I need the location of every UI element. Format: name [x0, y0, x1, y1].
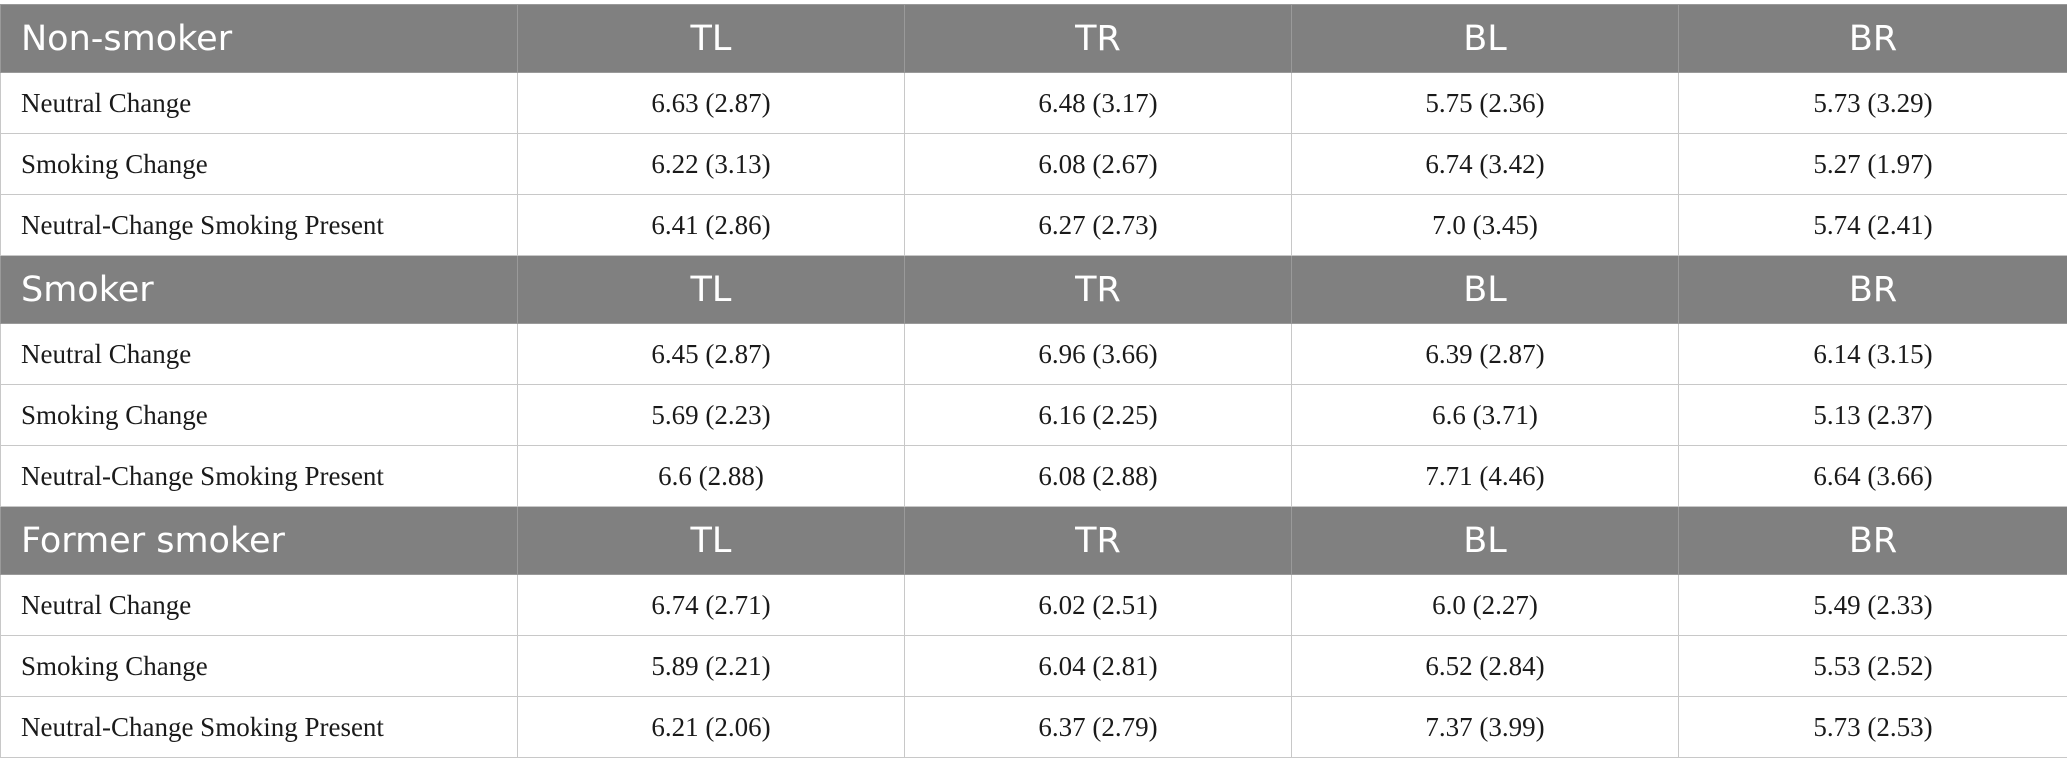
- cell-br: 5.74 (2.41): [1678, 194, 2067, 256]
- row-label: Neutral Change: [0, 574, 518, 636]
- row-label: Neutral-Change Smoking Present: [0, 696, 518, 758]
- column-header-br: BR: [1678, 255, 2067, 324]
- cell-bl: 6.6 (3.71): [1291, 384, 1679, 446]
- column-header-tl: TL: [517, 506, 905, 575]
- cell-tr: 6.16 (2.25): [904, 384, 1292, 446]
- cell-bl: 6.39 (2.87): [1291, 323, 1679, 385]
- cell-tl: 5.89 (2.21): [517, 635, 905, 697]
- row-label: Neutral-Change Smoking Present: [0, 194, 518, 256]
- column-header-bl: BL: [1291, 4, 1679, 73]
- cell-bl: 7.71 (4.46): [1291, 445, 1679, 507]
- row-label: Neutral Change: [0, 72, 518, 134]
- cell-tl: 6.63 (2.87): [517, 72, 905, 134]
- cell-tl: 6.22 (3.13): [517, 133, 905, 195]
- cell-tr: 6.27 (2.73): [904, 194, 1292, 256]
- cell-tr: 6.37 (2.79): [904, 696, 1292, 758]
- cell-tr: 6.04 (2.81): [904, 635, 1292, 697]
- cell-br: 5.27 (1.97): [1678, 133, 2067, 195]
- cell-bl: 6.52 (2.84): [1291, 635, 1679, 697]
- cell-bl: 7.0 (3.45): [1291, 194, 1679, 256]
- cell-br: 6.64 (3.66): [1678, 445, 2067, 507]
- row-label: Neutral-Change Smoking Present: [0, 445, 518, 507]
- table-row: Neutral Change 6.45 (2.87) 6.96 (3.66) 6…: [0, 323, 2067, 385]
- column-header-tl: TL: [517, 4, 905, 73]
- group-title: Smoker: [0, 255, 518, 324]
- table-row: Neutral-Change Smoking Present 6.6 (2.88…: [0, 445, 2067, 507]
- cell-tl: 6.6 (2.88): [517, 445, 905, 507]
- column-header-br: BR: [1678, 506, 2067, 575]
- cell-bl: 6.74 (3.42): [1291, 133, 1679, 195]
- cell-br: 5.49 (2.33): [1678, 574, 2067, 636]
- results-table-container: Non-smoker TL TR BL BR Neutral Change 6.…: [0, 4, 2067, 758]
- column-header-tr: TR: [904, 4, 1292, 73]
- table-row: Neutral Change 6.74 (2.71) 6.02 (2.51) 6…: [0, 574, 2067, 636]
- row-label: Neutral Change: [0, 323, 518, 385]
- cell-tr: 6.96 (3.66): [904, 323, 1292, 385]
- table-row: Smoking Change 5.89 (2.21) 6.04 (2.81) 6…: [0, 635, 2067, 697]
- table-row: Neutral-Change Smoking Present 6.21 (2.0…: [0, 696, 2067, 758]
- column-header-tr: TR: [904, 506, 1292, 575]
- section-header-former-smoker: Former smoker TL TR BL BR: [0, 506, 2067, 575]
- cell-tl: 6.45 (2.87): [517, 323, 905, 385]
- table-row: Neutral Change 6.63 (2.87) 6.48 (3.17) 5…: [0, 72, 2067, 134]
- cell-tl: 6.74 (2.71): [517, 574, 905, 636]
- row-label: Smoking Change: [0, 384, 518, 446]
- cell-br: 5.73 (3.29): [1678, 72, 2067, 134]
- cell-tr: 6.08 (2.67): [904, 133, 1292, 195]
- cell-br: 5.13 (2.37): [1678, 384, 2067, 446]
- cell-tl: 5.69 (2.23): [517, 384, 905, 446]
- cell-tl: 6.21 (2.06): [517, 696, 905, 758]
- table-row: Neutral-Change Smoking Present 6.41 (2.8…: [0, 194, 2067, 256]
- column-header-bl: BL: [1291, 506, 1679, 575]
- group-title: Non-smoker: [0, 4, 518, 73]
- cell-tr: 6.48 (3.17): [904, 72, 1292, 134]
- section-header-non-smoker: Non-smoker TL TR BL BR: [0, 4, 2067, 73]
- results-table: Non-smoker TL TR BL BR Neutral Change 6.…: [0, 4, 2067, 758]
- section-header-smoker: Smoker TL TR BL BR: [0, 255, 2067, 324]
- row-label: Smoking Change: [0, 635, 518, 697]
- row-label: Smoking Change: [0, 133, 518, 195]
- cell-bl: 6.0 (2.27): [1291, 574, 1679, 636]
- column-header-bl: BL: [1291, 255, 1679, 324]
- table-row: Smoking Change 6.22 (3.13) 6.08 (2.67) 6…: [0, 133, 2067, 195]
- column-header-tr: TR: [904, 255, 1292, 324]
- group-title: Former smoker: [0, 506, 518, 575]
- cell-bl: 5.75 (2.36): [1291, 72, 1679, 134]
- column-header-tl: TL: [517, 255, 905, 324]
- cell-tr: 6.08 (2.88): [904, 445, 1292, 507]
- cell-bl: 7.37 (3.99): [1291, 696, 1679, 758]
- cell-br: 5.53 (2.52): [1678, 635, 2067, 697]
- cell-br: 6.14 (3.15): [1678, 323, 2067, 385]
- cell-tr: 6.02 (2.51): [904, 574, 1292, 636]
- table-row: Smoking Change 5.69 (2.23) 6.16 (2.25) 6…: [0, 384, 2067, 446]
- column-header-br: BR: [1678, 4, 2067, 73]
- cell-br: 5.73 (2.53): [1678, 696, 2067, 758]
- cell-tl: 6.41 (2.86): [517, 194, 905, 256]
